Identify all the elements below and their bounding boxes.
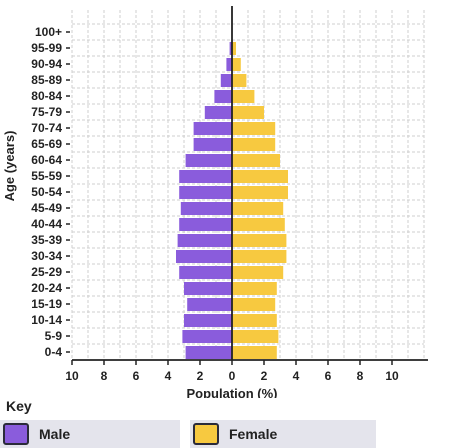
bar-female-80-84 — [232, 90, 255, 103]
x-tick-labels: 10 8 6 4 2 0 2 4 6 8 10 — [65, 369, 399, 383]
x-tick-label: 0 — [229, 369, 236, 383]
y-tick-label: 80-84 — [31, 89, 62, 103]
x-tick-label: 4 — [165, 369, 172, 383]
bar-female-5-9 — [232, 330, 279, 343]
bar-female-30-34 — [232, 250, 287, 263]
bar-female-70-74 — [232, 122, 276, 135]
bar-female-55-59 — [232, 170, 288, 183]
key-title: Key — [6, 398, 32, 414]
bar-male-25-29 — [179, 266, 232, 279]
bar-female-75-79 — [232, 106, 264, 119]
bar-female-95-99 — [232, 42, 236, 55]
x-tick-label: 2 — [261, 369, 268, 383]
key-label-male: Male — [39, 426, 71, 442]
bar-female-15-19 — [232, 298, 276, 311]
y-tick-label: 10-14 — [31, 313, 62, 327]
bar-male-90-94 — [226, 58, 232, 71]
x-tick-label: 2 — [197, 369, 204, 383]
bar-male-0-4 — [185, 346, 232, 359]
female-swatch — [193, 423, 219, 445]
bar-female-60-64 — [232, 154, 280, 167]
y-tick-label: 85-89 — [31, 73, 62, 87]
y-tick-label: 50-54 — [31, 185, 62, 199]
bar-male-20-24 — [184, 282, 232, 295]
x-tick-label: 8 — [101, 369, 108, 383]
bar-male-55-59 — [179, 170, 232, 183]
y-tick-label: 0-4 — [45, 345, 63, 359]
bar-male-70-74 — [193, 122, 232, 135]
key-item-male: Male — [0, 420, 180, 448]
bar-female-45-49 — [232, 202, 284, 215]
y-tick-label: 60-64 — [31, 153, 62, 167]
y-tick-label: 20-24 — [31, 281, 62, 295]
bar-male-65-69 — [193, 138, 232, 151]
bars — [176, 42, 288, 359]
bar-male-40-44 — [179, 218, 232, 231]
key-label-female: Female — [229, 426, 278, 442]
x-tick-label: 6 — [133, 369, 140, 383]
bar-female-35-39 — [232, 234, 287, 247]
y-tick-label: 25-29 — [31, 265, 62, 279]
bar-female-50-54 — [232, 186, 288, 199]
bar-male-15-19 — [187, 298, 232, 311]
male-swatch — [3, 423, 29, 445]
y-tick-label: 65-69 — [31, 137, 62, 151]
population-pyramid-chart: 0-4 5-9 10-14 15-19 20-24 25-29 30-34 35-39 40-4… — [2, 6, 428, 398]
bar-female-25-29 — [232, 266, 284, 279]
bar-female-40-44 — [232, 218, 285, 231]
y-tick-label: 45-49 — [31, 201, 62, 215]
y-tick-label: 90-94 — [31, 57, 62, 71]
bar-male-30-34 — [176, 250, 232, 263]
bar-female-20-24 — [232, 282, 277, 295]
bar-female-90-94 — [232, 58, 241, 71]
y-tick-labels: 0-4 5-9 10-14 15-19 20-24 25-29 30-34 35-39 40-4… — [31, 25, 62, 359]
y-tick-label: 15-19 — [31, 297, 62, 311]
y-tick-label: 30-34 — [31, 249, 62, 263]
bar-female-0-4 — [232, 346, 277, 359]
y-tick-label: 75-79 — [31, 105, 62, 119]
x-tick-label: 4 — [293, 369, 300, 383]
y-tick-label: 40-44 — [31, 217, 62, 231]
bar-male-10-14 — [184, 314, 232, 327]
bar-male-80-84 — [214, 90, 232, 103]
bar-male-95-99 — [229, 42, 232, 55]
y-tick-label: 70-74 — [31, 121, 62, 135]
bar-male-45-49 — [180, 202, 232, 215]
y-tick-label: 100+ — [35, 25, 62, 39]
x-tick-label: 10 — [65, 369, 79, 383]
bar-male-75-79 — [204, 106, 232, 119]
x-tick-label: 10 — [385, 369, 399, 383]
x-tick-label: 6 — [325, 369, 332, 383]
y-axis-label: Age (years) — [2, 131, 17, 202]
bar-female-10-14 — [232, 314, 277, 327]
axes — [66, 6, 428, 365]
bar-female-85-89 — [232, 74, 247, 87]
bar-male-35-39 — [177, 234, 232, 247]
bar-female-65-69 — [232, 138, 276, 151]
x-tick-label: 8 — [357, 369, 364, 383]
bar-male-85-89 — [220, 74, 232, 87]
bar-male-5-9 — [182, 330, 232, 343]
bar-male-60-64 — [185, 154, 232, 167]
bar-male-50-54 — [179, 186, 232, 199]
y-tick-label: 35-39 — [31, 233, 62, 247]
y-tick-label: 95-99 — [31, 41, 62, 55]
y-tick-label: 55-59 — [31, 169, 62, 183]
y-tick-label: 5-9 — [45, 329, 63, 343]
x-axis-label: Population (%) — [187, 386, 278, 398]
key-item-female: Female — [190, 420, 376, 448]
